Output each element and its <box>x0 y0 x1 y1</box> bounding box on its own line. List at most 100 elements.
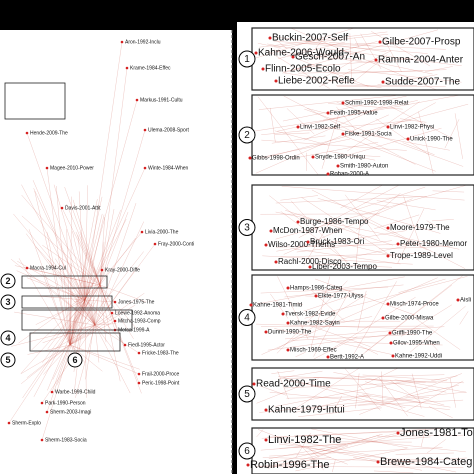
edge <box>374 470 414 474</box>
edge <box>14 265 101 286</box>
edge <box>20 284 101 374</box>
edge <box>365 381 445 406</box>
node <box>306 240 310 244</box>
edge <box>57 284 101 385</box>
edge <box>64 186 101 286</box>
node-label: Gilbe-2007-Prosp <box>382 37 461 48</box>
node-label: Metca-1999-A <box>118 327 150 333</box>
edge <box>257 96 319 176</box>
edge <box>99 129 146 286</box>
edge <box>319 125 450 151</box>
node-label: Fricke-1983-The <box>142 350 179 356</box>
edge <box>283 198 413 255</box>
edge <box>378 377 408 417</box>
edge <box>270 432 398 464</box>
node-label: Bertt-1992-A <box>330 355 364 361</box>
edge <box>420 428 426 447</box>
edge <box>94 67 128 326</box>
node <box>378 40 382 44</box>
node <box>286 321 290 325</box>
node <box>388 331 392 335</box>
node-label: Feath-1995-Value <box>330 111 378 117</box>
edge <box>99 238 136 286</box>
node <box>100 268 104 272</box>
right-panel <box>237 22 474 474</box>
node-label: Peric-1998-Point <box>142 380 180 386</box>
edge <box>66 292 96 326</box>
node <box>143 128 147 132</box>
edge <box>73 299 86 393</box>
edge <box>310 434 383 455</box>
edge <box>73 299 86 302</box>
node-label: Rohan-2000-A <box>330 172 369 178</box>
node <box>386 254 390 258</box>
edge <box>42 244 101 286</box>
marker-circle <box>0 352 16 368</box>
node-label: Elkte-1977-Ulyss <box>318 294 363 300</box>
highlight-box <box>21 295 113 309</box>
edge <box>426 439 446 454</box>
node-label: Sherm-1983-Socia <box>45 437 87 443</box>
edge <box>314 37 325 50</box>
node <box>125 66 129 70</box>
edge <box>35 246 86 301</box>
edge <box>403 196 422 248</box>
edge <box>265 49 330 89</box>
node <box>326 355 330 359</box>
edge <box>94 324 100 363</box>
inset-marker <box>238 219 256 236</box>
edge <box>260 325 434 327</box>
node-label: Davis-2001-Attit <box>65 205 101 211</box>
node-label: Sudde-2007-The <box>385 77 460 88</box>
edge <box>303 219 332 266</box>
edge <box>69 304 136 346</box>
edge <box>350 199 389 207</box>
edge <box>99 217 105 286</box>
edge <box>69 198 98 346</box>
edge <box>84 270 93 301</box>
node-label: Brewe-1984-Categ <box>380 456 472 468</box>
edge <box>394 379 467 393</box>
edge <box>277 371 289 400</box>
edge <box>276 243 427 248</box>
edge <box>279 443 347 449</box>
edge <box>359 373 463 415</box>
edge <box>353 281 397 355</box>
inset-number: 3 <box>244 223 250 234</box>
node-label: Kahne-1982-Sayin <box>290 321 340 327</box>
edge <box>259 463 322 467</box>
edge <box>354 37 359 48</box>
edge <box>285 326 445 340</box>
node-label: Liber-2003-Tempo <box>312 262 377 271</box>
edge <box>43 344 71 375</box>
edge <box>39 266 71 346</box>
edge <box>451 459 468 463</box>
node-label: Bruck-1983-Ori <box>310 237 364 246</box>
edge <box>99 284 138 330</box>
edge <box>349 33 352 82</box>
node <box>246 463 250 467</box>
node <box>386 302 390 306</box>
node <box>396 242 400 246</box>
edge <box>34 190 71 346</box>
edge <box>344 194 380 240</box>
node <box>45 166 49 170</box>
edge <box>257 429 348 465</box>
edge <box>66 203 101 286</box>
edge <box>280 211 348 262</box>
node-label: Krame-1984-Effec <box>130 65 171 71</box>
left-panel <box>0 30 232 474</box>
marker-number: 5 <box>5 355 10 365</box>
node-label: Aron-1992-Inclu <box>125 39 161 45</box>
edge <box>269 107 276 143</box>
marker-circle <box>0 330 16 346</box>
node-label: Rachl-2000-Disco <box>278 257 342 266</box>
edge <box>268 441 361 459</box>
edge <box>267 435 288 438</box>
edge <box>27 344 71 355</box>
node <box>60 206 64 210</box>
node-label: Kahne-1992-Uddi <box>395 354 442 360</box>
edge <box>84 214 105 301</box>
edge <box>332 459 336 473</box>
